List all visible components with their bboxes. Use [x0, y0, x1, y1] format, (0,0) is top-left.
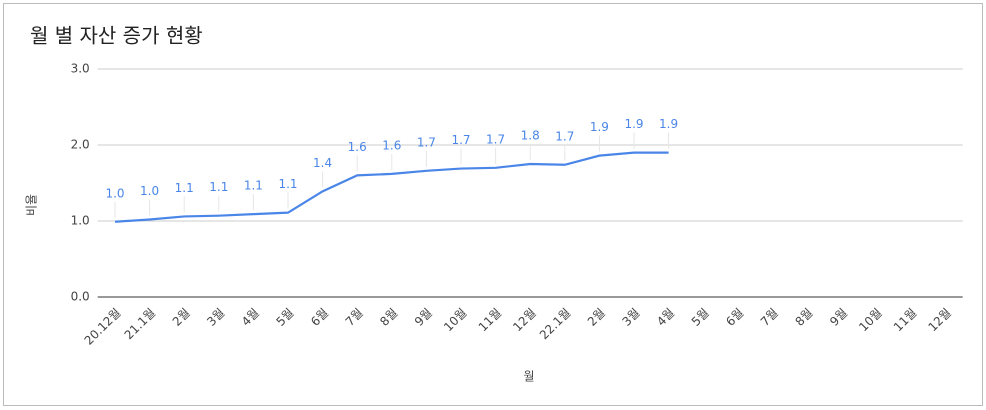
value-label: 1.8 [521, 129, 540, 143]
value-label: 1.6 [382, 138, 401, 152]
value-label: 1.7 [555, 129, 574, 143]
value-label: 1.7 [451, 133, 470, 147]
value-label: 1.4 [313, 156, 332, 170]
y-axis-label: 비율 [25, 194, 39, 216]
value-label: 1.1 [278, 177, 297, 191]
value-label: 1.9 [624, 117, 643, 131]
chart-title: 월 별 자산 증가 현황 [30, 24, 203, 48]
x-axis-label: 월 [523, 370, 534, 384]
value-label: 1.6 [348, 140, 367, 154]
y-tick-label: 2.0 [71, 138, 90, 152]
value-label: 1.1 [209, 180, 228, 194]
value-label: 1.0 [140, 184, 159, 198]
value-label: 1.9 [659, 117, 678, 131]
y-tick-label: 1.0 [71, 214, 90, 228]
value-label: 1.7 [417, 135, 436, 149]
y-tick-label: 0.0 [71, 290, 90, 304]
value-label: 1.9 [590, 120, 609, 134]
chart-frame [3, 3, 983, 406]
value-label: 1.0 [105, 186, 124, 200]
value-label: 1.1 [244, 179, 263, 193]
data-line [114, 151, 669, 223]
value-label: 1.1 [175, 181, 194, 195]
y-tick-label: 3.0 [71, 62, 90, 76]
value-label: 1.7 [486, 132, 505, 146]
